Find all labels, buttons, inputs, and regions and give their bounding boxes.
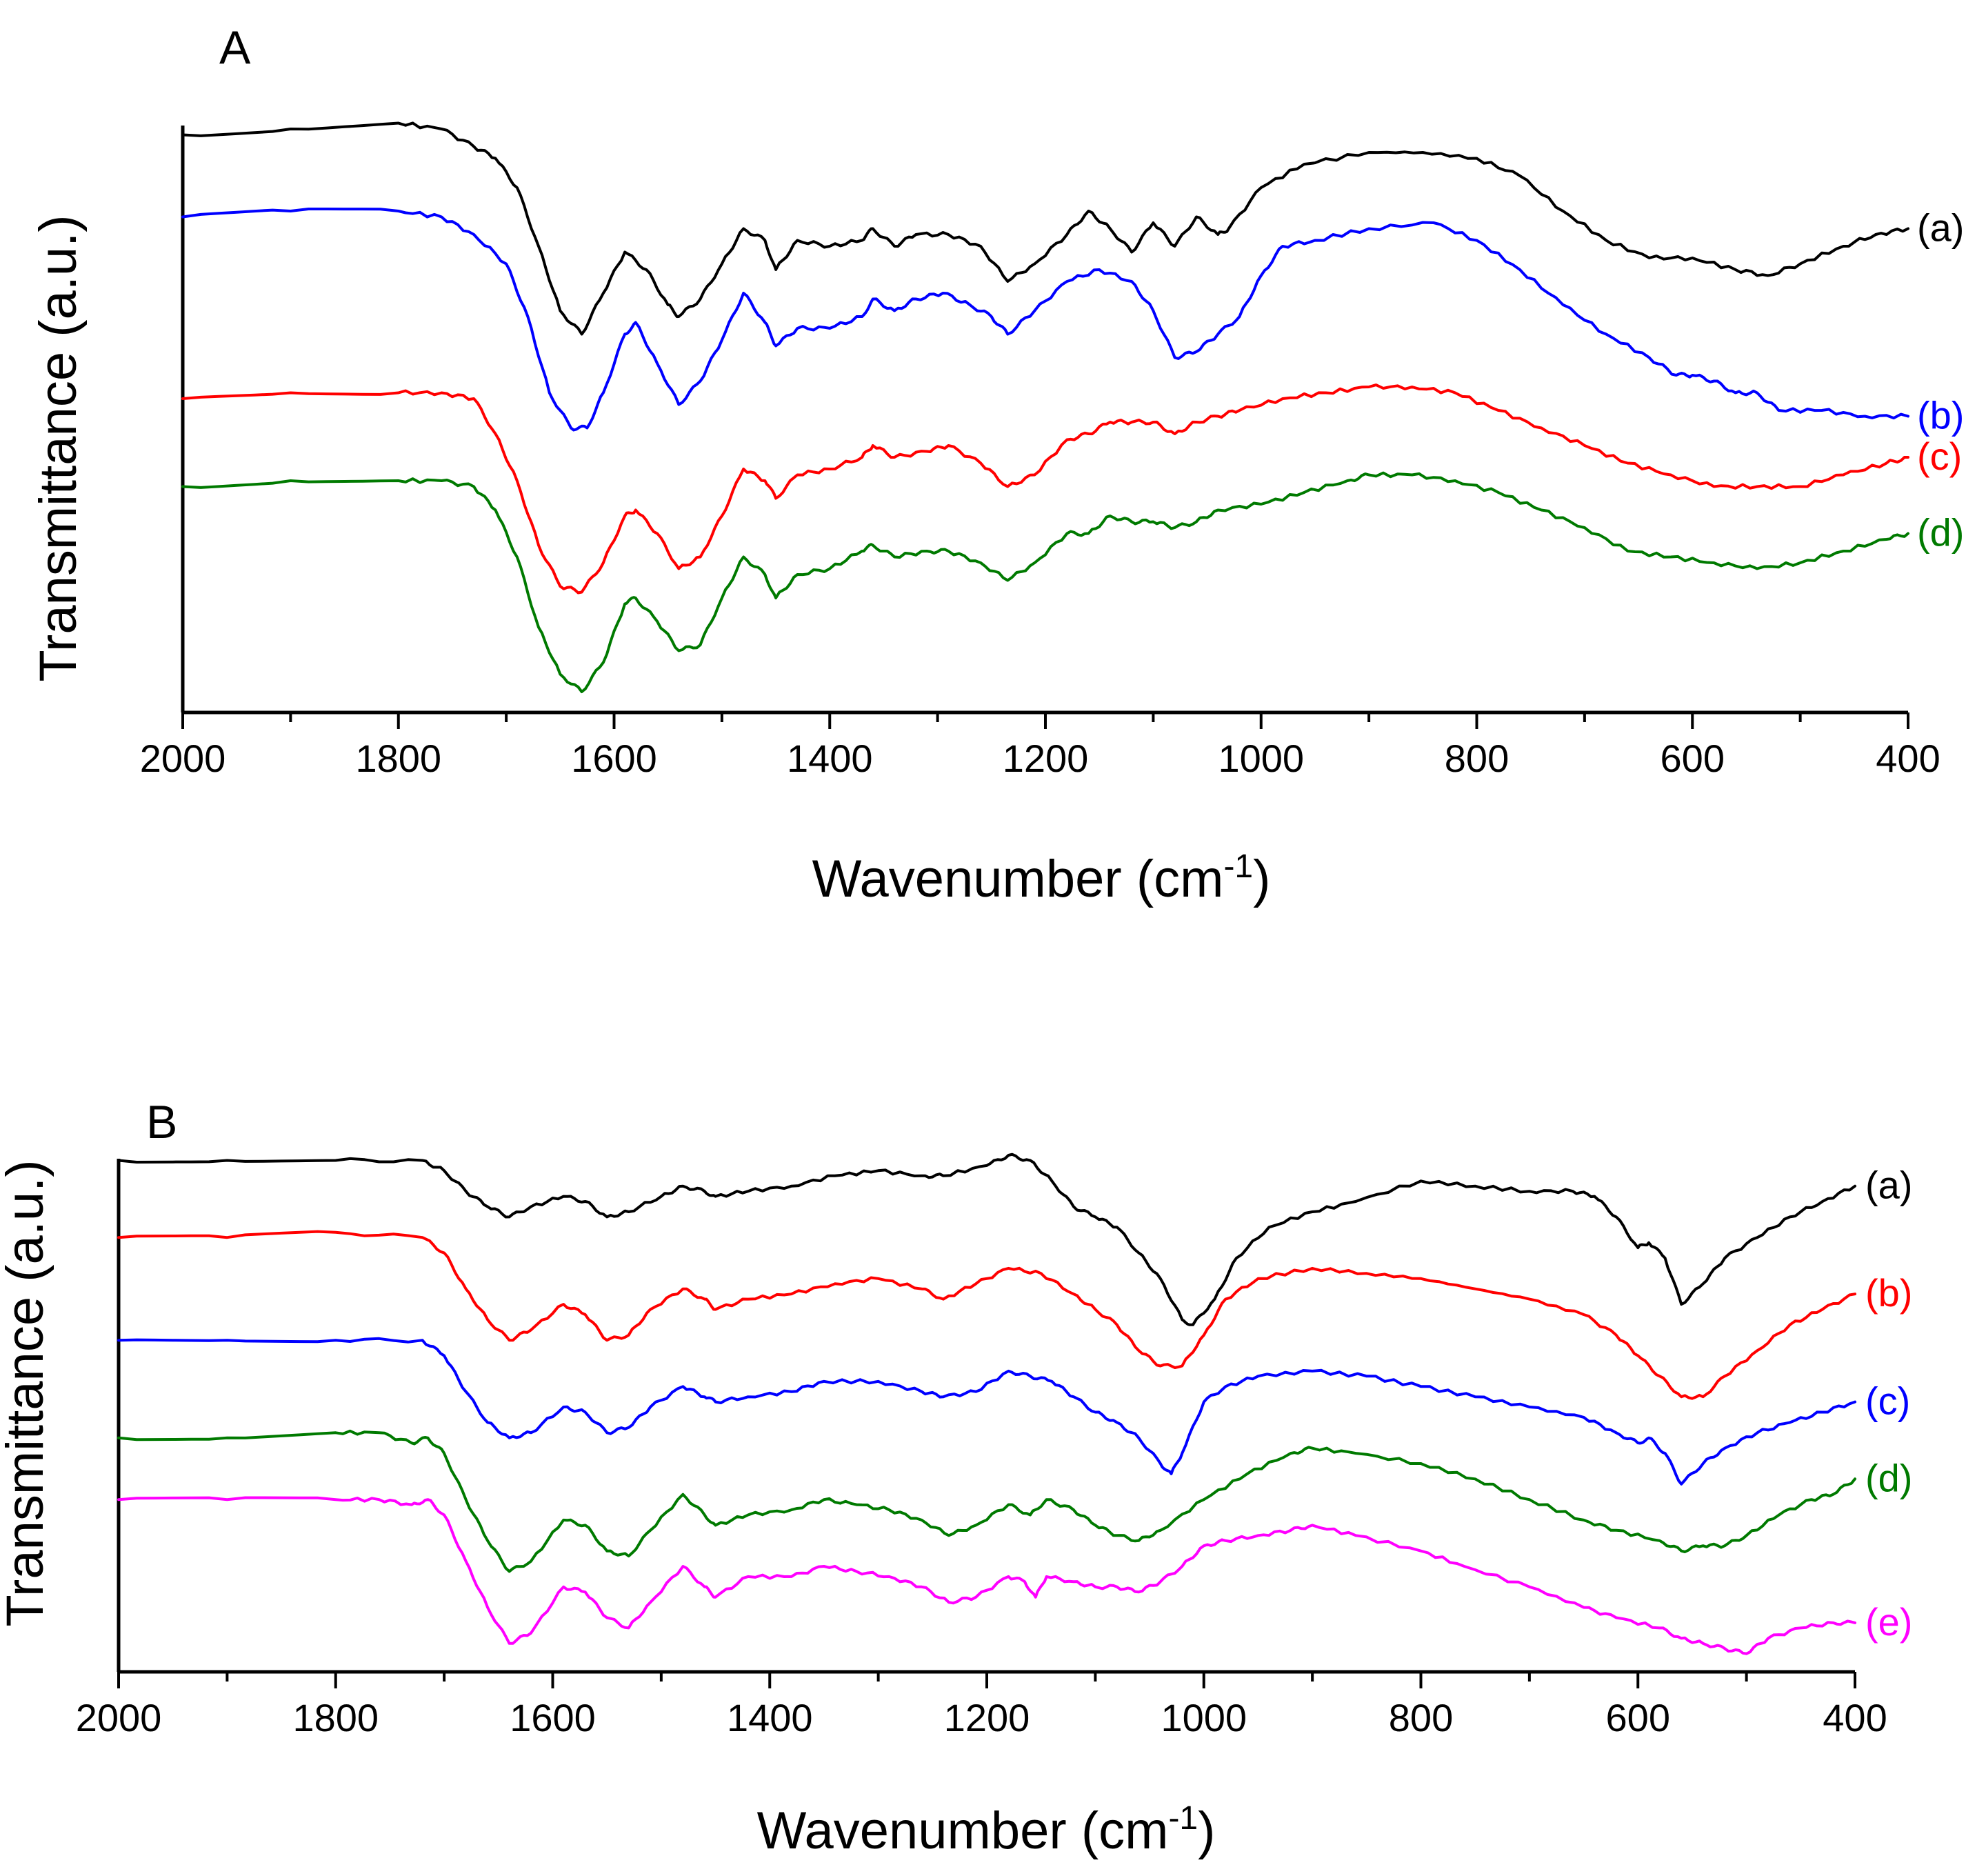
panel-a-x-tick-label: 1000 <box>1218 737 1304 780</box>
panel-a-curve-label-a: (a) <box>1917 206 1964 250</box>
panel-a-series-a <box>181 121 1909 336</box>
panel-b-x-tick-label: 600 <box>1606 1696 1670 1739</box>
panel-b-curve-labels: (a) (b) (c) (d) (e) <box>1865 1164 1912 1644</box>
panel-a-series-c <box>181 383 1909 595</box>
panel-a-x-axis-title-main: Wavenumber (cm <box>812 850 1224 908</box>
panel-b-x-tick-label: 2000 <box>76 1696 162 1739</box>
panel-a-x-tick-label: 800 <box>1445 737 1509 780</box>
panel-a-x-tick-label: 1800 <box>355 737 441 780</box>
panel-b-series-e <box>117 1496 1856 1655</box>
panel-b-curve-label-b: (b) <box>1865 1271 1912 1315</box>
panel-a-series <box>181 121 1909 693</box>
panel-b-x-tick-label: 1200 <box>944 1696 1030 1739</box>
panel-a-curve-label-b: (b) <box>1917 394 1964 437</box>
panel-a-series-d <box>181 471 1909 693</box>
panel-a-ticks <box>181 712 1909 729</box>
panel-a: A Transmittance (a.u.) Wavenumber (cm-1)… <box>29 21 1964 908</box>
panel-b-x-tick-label: 1800 <box>292 1696 379 1739</box>
panel-a-y-axis-title: Transmittance (a.u.) <box>29 214 88 681</box>
panel-b-curve-label-c: (c) <box>1865 1379 1910 1423</box>
panel-b-curve-label-a: (a) <box>1865 1164 1912 1207</box>
panel-a-x-tick-label: 600 <box>1661 737 1725 780</box>
panel-a-letter: A <box>219 21 251 74</box>
panel-b-x-tick-label: 1000 <box>1161 1696 1247 1739</box>
panel-a-x-axis-title-tail: ) <box>1253 850 1270 908</box>
panel-b-letter: B <box>146 1096 177 1148</box>
panel-a-curve-label-d: (d) <box>1917 511 1964 555</box>
panel-b-x-tick-label: 800 <box>1389 1696 1453 1739</box>
panel-a-x-tick-label: 1200 <box>1003 737 1089 780</box>
panel-a-x-tick-label: 1600 <box>571 737 657 780</box>
svg-text:Wavenumber (cm-1): Wavenumber (cm-1) <box>757 1800 1216 1860</box>
panel-a-series-b <box>181 208 1909 432</box>
panel-a-x-tick-label: 1400 <box>787 737 873 780</box>
panel-b-x-tick-label: 1600 <box>510 1696 596 1739</box>
panel-b-tick-labels: 2000 1800 1600 1400 1200 1000 800 600 400 <box>76 1696 1887 1739</box>
panel-a-x-axis-title: Wavenumber (cm-1) <box>812 848 1271 908</box>
panel-a-curve-label-c: (c) <box>1917 435 1962 478</box>
panel-b: B Transmittance (a.u.) Wavenumber (cm-1)… <box>0 1096 1912 1860</box>
panel-b-series-a <box>117 1152 1856 1326</box>
panel-b-x-axis-title-tail: ) <box>1198 1802 1215 1860</box>
panel-b-x-axis-title: Wavenumber (cm-1) <box>757 1800 1216 1860</box>
panel-b-ticks <box>117 1672 1856 1688</box>
panel-b-x-tick-label: 1400 <box>727 1696 813 1739</box>
panel-a-tick-labels: 2000 1800 1600 1400 1200 1000 800 600 400 <box>140 737 1940 780</box>
panel-b-series-d <box>117 1429 1856 1573</box>
panel-a-x-tick-label: 2000 <box>140 737 226 780</box>
panel-b-series-b <box>117 1230 1856 1400</box>
panel-a-curve-labels: (a) (b)(c) (d) <box>1917 206 1964 555</box>
panel-b-curve-label-e: (e) <box>1865 1600 1912 1644</box>
panel-b-series <box>117 1152 1856 1655</box>
panel-b-curve-label-d: (d) <box>1865 1456 1912 1499</box>
panel-a-x-tick-label: 400 <box>1876 737 1940 780</box>
panel-b-x-axis-title-main: Wavenumber (cm <box>757 1802 1169 1860</box>
panel-b-y-axis-title: Transmittance (a.u.) <box>0 1159 54 1626</box>
panel-b-x-axis-title-sup: -1 <box>1168 1800 1198 1837</box>
panel-b-series-c <box>117 1337 1856 1486</box>
panel-b-x-tick-label: 400 <box>1823 1696 1887 1739</box>
svg-text:Wavenumber (cm-1): Wavenumber (cm-1) <box>812 848 1271 908</box>
panel-a-x-axis-title-sup: -1 <box>1223 848 1253 885</box>
